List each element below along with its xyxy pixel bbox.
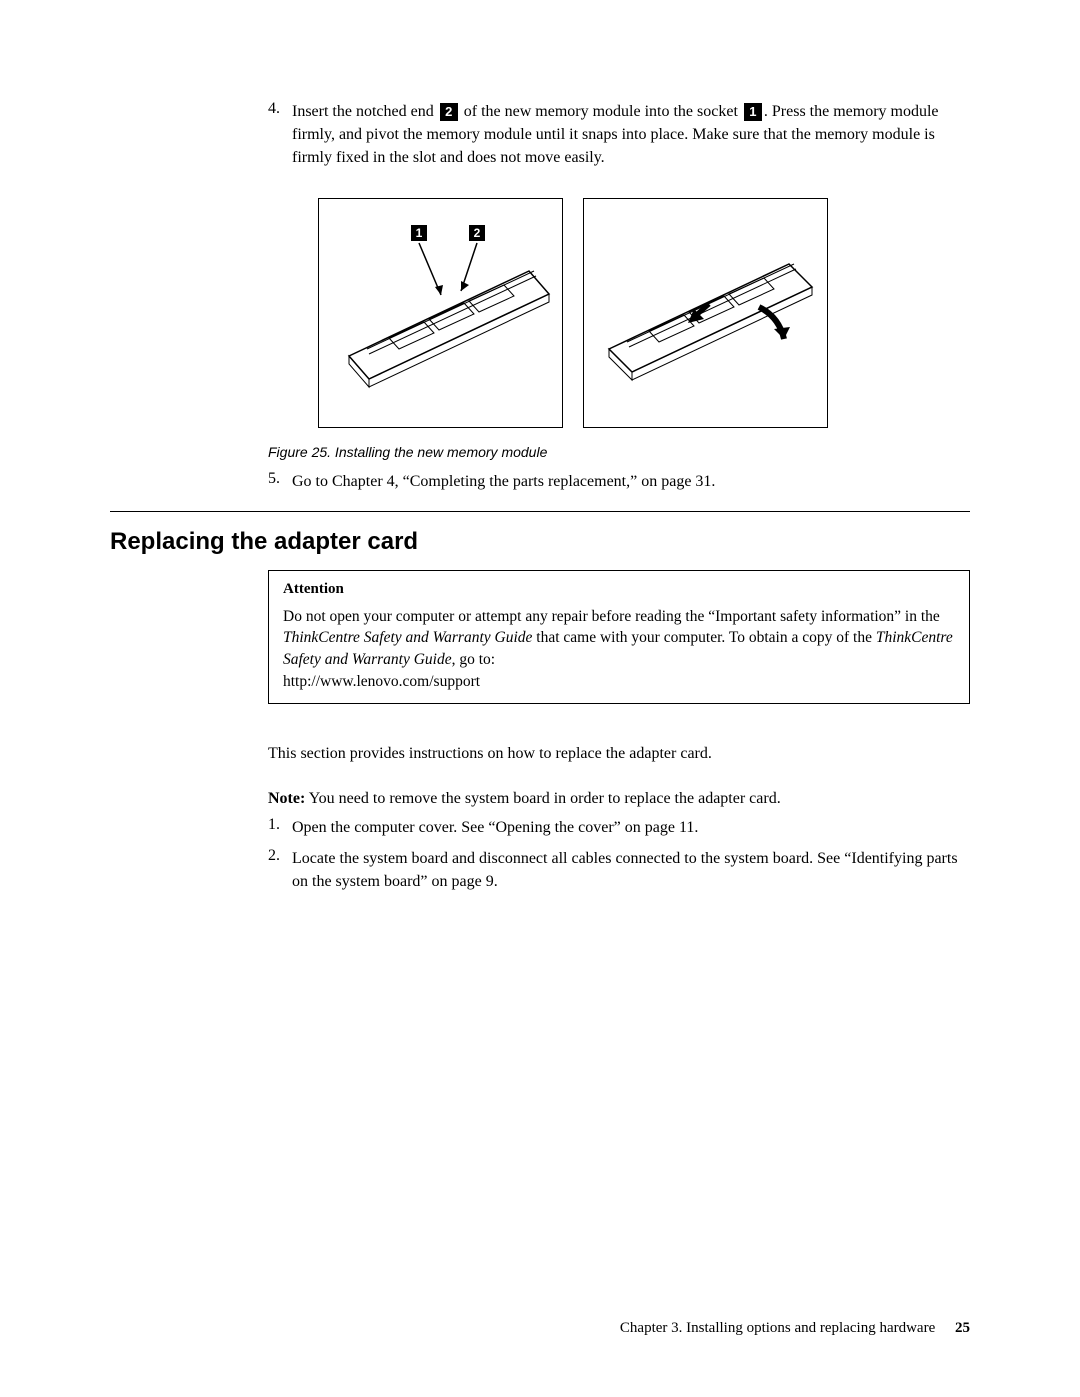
- step-text: Open the computer cover. See “Opening th…: [292, 816, 698, 839]
- step-text: Locate the system board and disconnect a…: [292, 847, 970, 893]
- section-heading: Replacing the adapter card: [110, 528, 970, 556]
- substep-list: 1. Open the computer cover. See “Opening…: [268, 816, 970, 894]
- step-number: 5.: [268, 470, 292, 493]
- figure-callout-2: 2: [469, 225, 485, 241]
- guide-name-italic: ThinkCentre Safety and Warranty Guide: [283, 629, 532, 646]
- step-number: 1.: [268, 816, 292, 839]
- figure-container: 1 2: [318, 198, 970, 428]
- figure-panel-left: 1 2: [318, 198, 563, 428]
- footer-chapter: Chapter 3. Installing options and replac…: [620, 1320, 935, 1336]
- step-number: 4.: [268, 100, 292, 170]
- text-fragment: Do not open your computer or attempt any…: [283, 608, 940, 625]
- text-fragment: of the new memory module into the socket: [460, 103, 742, 120]
- support-url: http://www.lenovo.com/support: [283, 673, 480, 690]
- note-line: Note: You need to remove the system boar…: [268, 787, 970, 810]
- memory-module-diagram-left: [319, 199, 564, 429]
- attention-title: Attention: [283, 581, 955, 598]
- substep-1: 1. Open the computer cover. See “Opening…: [268, 816, 970, 839]
- footer-page-number: 25: [955, 1320, 970, 1336]
- figure-caption: Figure 25. Installing the new memory mod…: [268, 444, 970, 460]
- step-number: 2.: [268, 847, 292, 893]
- note-label: Note:: [268, 790, 305, 807]
- substep-2: 2. Locate the system board and disconnec…: [268, 847, 970, 893]
- memory-module-diagram-right: [584, 199, 829, 429]
- note-text: You need to remove the system board in o…: [305, 790, 780, 807]
- step-text: Go to Chapter 4, “Completing the parts r…: [292, 470, 715, 493]
- attention-box: Attention Do not open your computer or a…: [268, 570, 970, 704]
- text-fragment: , go to:: [452, 651, 496, 668]
- figure-callout-1: 1: [411, 225, 427, 241]
- step-5: 5. Go to Chapter 4, “Completing the part…: [268, 470, 970, 493]
- callout-badge-2: 2: [440, 103, 458, 121]
- figure-panel-right: [583, 198, 828, 428]
- step-text: Insert the notched end 2 of the new memo…: [292, 100, 970, 170]
- attention-text: Do not open your computer or attempt any…: [283, 606, 955, 693]
- section-divider: [110, 511, 970, 512]
- text-fragment: Insert the notched end: [292, 103, 438, 120]
- page-footer: Chapter 3. Installing options and replac…: [620, 1320, 970, 1337]
- callout-badge-1: 1: [744, 103, 762, 121]
- step-4: 4. Insert the notched end 2 of the new m…: [268, 100, 970, 170]
- text-fragment: that came with your computer. To obtain …: [532, 629, 875, 646]
- section-intro: This section provides instructions on ho…: [268, 742, 970, 765]
